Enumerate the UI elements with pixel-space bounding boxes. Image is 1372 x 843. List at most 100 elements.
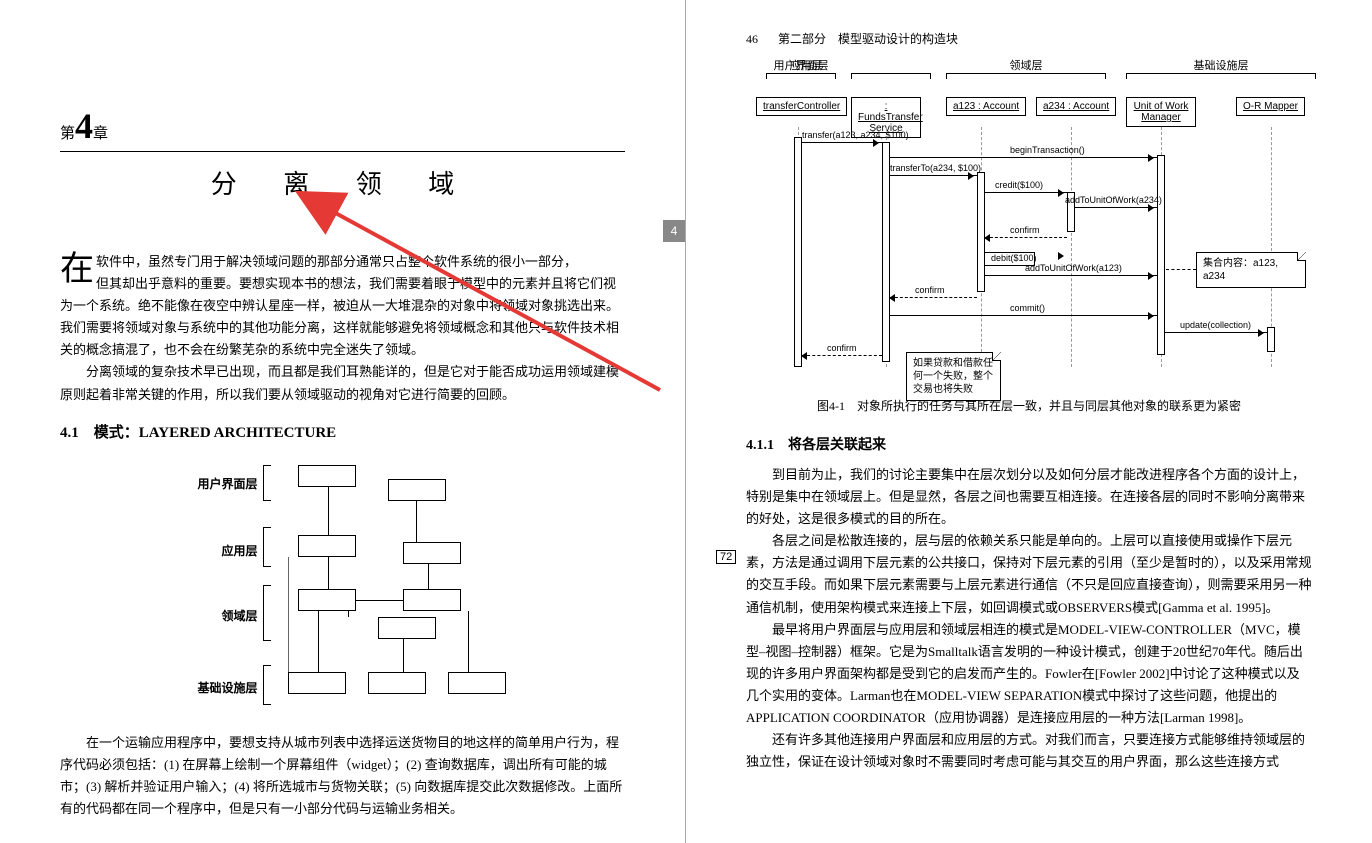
- intro-para2: 分离领域的复杂技术早已出现，而且都是我们耳熟能详的，但是它对于能否成功运用领域建…: [60, 361, 625, 405]
- msg-adduow1-label: addToUnitOfWork(a234): [1065, 195, 1162, 205]
- page-tab: 4: [663, 220, 685, 242]
- msg-confirm1: confirm: [985, 237, 1067, 238]
- section-4-1: 4.1 模式：LAYERED ARCHITECTURE: [60, 421, 625, 442]
- seq-bracket-infra: [1126, 73, 1316, 79]
- note-fail-1: 如果贷款和借款任: [913, 358, 993, 369]
- msg-debit-label: debit($100): [991, 253, 1037, 263]
- seq-layer-infra: 基础设施层: [1126, 57, 1316, 73]
- msg-transfer-label: transfer(a123, a234, $100): [802, 130, 909, 140]
- layer-ui-bracket: [263, 465, 271, 501]
- layer-app-label: 应用层: [168, 542, 258, 559]
- sequence-diagram: 用户界面层 应用层 领域层 基础设施层 transferController :…: [766, 57, 1326, 387]
- chapter-suffix: 章: [93, 126, 108, 142]
- layer-app-bracket: [263, 527, 271, 567]
- msg-update-label: update(collection): [1180, 320, 1251, 330]
- conn-5: [356, 600, 403, 601]
- para-transport: 在一个运输应用程序中，要想支持从城市列表中选择运送货物目的地这样的简单用户行为，…: [60, 732, 625, 820]
- chapter-prefix: 第: [60, 126, 75, 142]
- msg-confirm1-label: confirm: [1010, 225, 1040, 235]
- msg-confirm3-label: confirm: [827, 343, 857, 353]
- conn-side: [288, 557, 289, 672]
- msg-transfer: transfer(a123, a234, $100): [802, 142, 882, 143]
- left-page: 第4章 分 离 领 域 4 在软件中，虽然专门用于解决领域问题的那部分通常只占整…: [0, 0, 686, 843]
- chapter-title: 分 离 领 域: [60, 164, 625, 201]
- note-collection: 集合内容：a123, a234: [1196, 252, 1306, 288]
- act-3: [977, 172, 985, 292]
- conn-4: [428, 564, 429, 589]
- conn-8: [468, 611, 469, 672]
- seq-bracket-app: [851, 73, 931, 79]
- layer-domain-bracket: [263, 585, 271, 641]
- r-para2: 各层之间是松散连接的，层与层的依赖关系只能是单向的。上层可以直接使用或操作下层元…: [746, 530, 1312, 618]
- msg-confirm3: confirm: [802, 355, 882, 356]
- box-app-2: [403, 542, 461, 564]
- r-para1: 到目前为止，我们的讨论主要集中在层次划分以及如何分层才能改进程序各个方面的设计上…: [746, 464, 1312, 530]
- post-diagram-text: 在一个运输应用程序中，要想支持从城市列表中选择运送货物目的地这样的简单用户行为，…: [60, 732, 625, 820]
- layer-infra-label: 基础设施层: [168, 679, 258, 696]
- msg-confirm2: confirm: [890, 297, 977, 298]
- box-inf-3: [448, 672, 506, 694]
- section-num: 4.1: [60, 425, 79, 441]
- act-6: [1267, 327, 1275, 352]
- drop-cap: 在: [60, 253, 94, 287]
- note-fail: 如果贷款和借款任 何一个失败，整个 交易也将失败: [906, 352, 1001, 401]
- msg-credit-label: credit($100): [995, 180, 1043, 190]
- conn-6: [318, 611, 319, 672]
- msg-confirm2-label: confirm: [915, 285, 945, 295]
- msg-commit-label: commit(): [1010, 303, 1045, 313]
- layered-architecture-diagram: 用户界面层 应用层 领域层 基础设施层: [168, 457, 518, 717]
- obj-mapper: O-R Mapper: [1236, 97, 1305, 116]
- conn-7: [403, 639, 404, 672]
- obj-uow: Unit of Work Manager: [1126, 97, 1196, 127]
- box-ui-2: [388, 479, 446, 501]
- intro-text: 在软件中，虽然专门用于解决领域问题的那部分通常只占整个软件系统的很小一部分， 但…: [60, 251, 625, 406]
- box-ui-1: [298, 465, 356, 487]
- conn-5b: [348, 611, 349, 617]
- msg-begin-label: beginTransaction(): [1010, 145, 1085, 155]
- msg-begin: beginTransaction(): [890, 157, 1157, 158]
- note-fail-2: 何一个失败，整个: [913, 371, 993, 382]
- conn-1: [328, 487, 329, 535]
- section-en: LAYERED ARCHITECTURE: [139, 425, 336, 441]
- r-para3: 最早将用户界面层与应用层和领域层相连的模式是MODEL-VIEW-CONTROL…: [746, 619, 1312, 729]
- chapter-rule: [60, 151, 625, 152]
- figure-caption: 图4-1 对象所执行的任务与其所在层一致，并且与同层其他对象的联系更为紧密: [746, 397, 1312, 414]
- note-collection-text: 集合内容：a123, a234: [1203, 258, 1278, 282]
- intro-line1: 软件中，虽然专门用于解决领域问题的那部分通常只占整个软件系统的很小一部分，: [96, 254, 577, 269]
- act-5: [1157, 155, 1165, 355]
- box-dom-1: [298, 589, 356, 611]
- right-page: 46 第二部分 模型驱动设计的构造块 用户界面层 应用层 领域层 基础设施层 tr…: [686, 0, 1372, 843]
- box-inf-1: [288, 672, 346, 694]
- section-label: 模式：: [94, 425, 139, 441]
- note-conn-1: [1166, 269, 1196, 270]
- conn-3: [328, 557, 329, 589]
- note-fail-3: 交易也将失败: [913, 384, 973, 395]
- chapter-label: 第4章: [60, 105, 625, 147]
- msg-transferto-label: transferTo(a234, $100): [890, 163, 981, 173]
- running-title: 第二部分 模型驱动设计的构造块: [778, 32, 958, 46]
- seq-bracket-ui: [766, 73, 836, 79]
- page-number: 46: [746, 32, 758, 46]
- msg-adduow1: addToUnitOfWork(a234): [1075, 207, 1157, 208]
- layer-infra-bracket: [263, 665, 271, 705]
- msg-update: update(collection): [1165, 332, 1267, 333]
- msg-commit: commit(): [890, 315, 1157, 316]
- box-dom-3: [378, 617, 436, 639]
- right-body: 到目前为止，我们的讨论主要集中在层次划分以及如何分层才能改进程序各个方面的设计上…: [746, 464, 1312, 773]
- seq-layer-domain: 领域层: [946, 57, 1106, 73]
- box-inf-2: [368, 672, 426, 694]
- box-dom-2: [403, 589, 461, 611]
- box-app-1: [298, 535, 356, 557]
- lifeline-4: [1071, 127, 1072, 367]
- msg-adduow2: addToUnitOfWork(a123): [985, 275, 1157, 276]
- obj-controller: transferController: [756, 97, 847, 116]
- seq-bracket-domain: [946, 73, 1106, 79]
- layer-domain-label: 领域层: [168, 607, 258, 624]
- chapter-number: 4: [75, 106, 93, 146]
- msg-credit: credit($100): [985, 192, 1067, 193]
- act-1: [794, 137, 802, 367]
- seq-layer-app: 应用层: [766, 57, 846, 73]
- page-spread: 第4章 分 离 领 域 4 在软件中，虽然专门用于解决领域问题的那部分通常只占整…: [0, 0, 1372, 843]
- msg-transferto: transferTo(a234, $100): [890, 175, 977, 176]
- subsection-4-1-1: 4.1.1 将各层关联起来: [746, 434, 1312, 454]
